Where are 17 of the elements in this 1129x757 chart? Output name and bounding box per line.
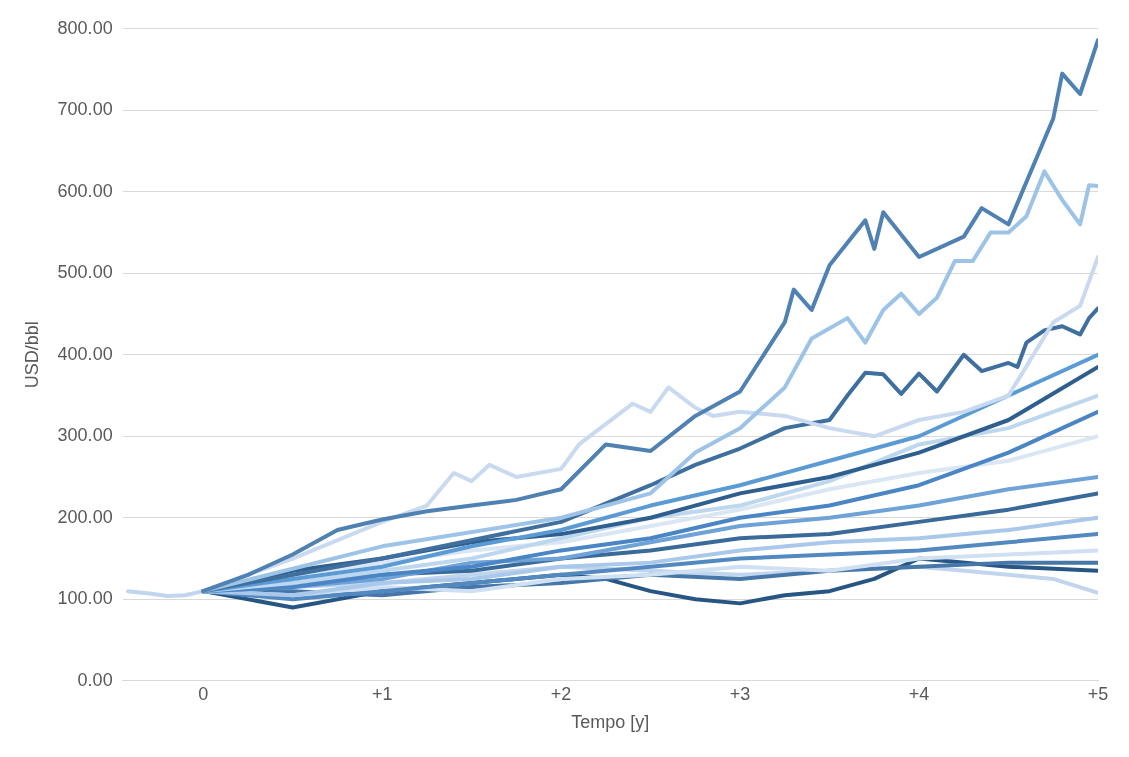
y-tick-label: 500.00 bbox=[57, 262, 113, 283]
x-tick-label: 0 bbox=[198, 683, 209, 704]
y-tick-label: 600.00 bbox=[57, 180, 113, 201]
y-axis-title: USD/bbl bbox=[21, 321, 42, 389]
x-tick-label: +1 bbox=[371, 683, 393, 704]
y-tick-label: 400.00 bbox=[57, 343, 113, 364]
x-tick-label: +5 bbox=[1087, 683, 1109, 704]
y-tick-label: 800.00 bbox=[57, 17, 113, 38]
x-axis-title: Tempo [y] bbox=[571, 712, 650, 733]
x-tick-label: +2 bbox=[550, 683, 572, 704]
x-tick-label: +4 bbox=[908, 683, 930, 704]
y-tick-label: 0.00 bbox=[77, 669, 113, 690]
y-tick-label: 700.00 bbox=[57, 99, 113, 120]
y-tick-label: 300.00 bbox=[57, 425, 113, 446]
y-tick-label: 200.00 bbox=[57, 506, 113, 527]
y-tick-label: 100.00 bbox=[57, 588, 113, 609]
x-tick-label: +3 bbox=[729, 683, 751, 704]
